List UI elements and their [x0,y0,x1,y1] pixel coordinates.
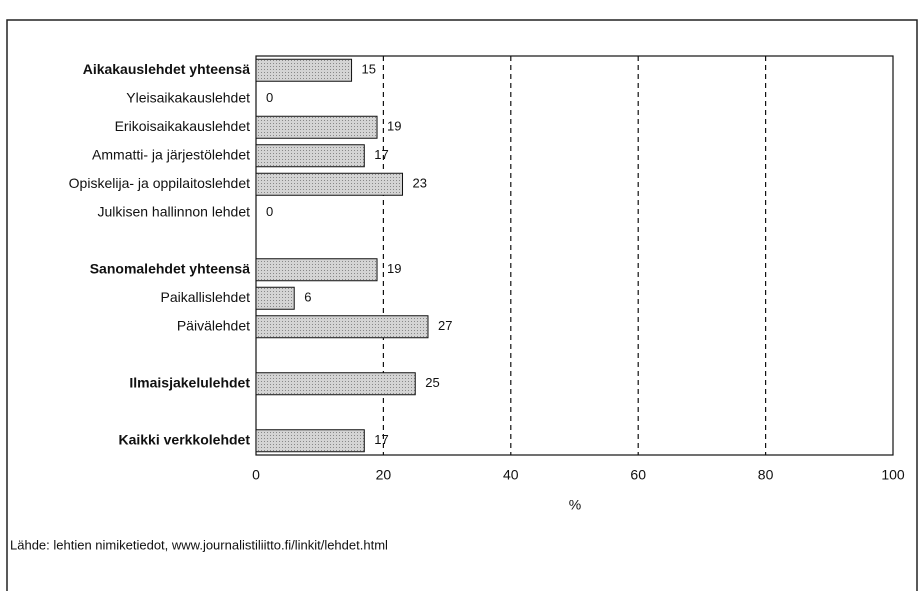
x-tick-label: 60 [630,467,646,483]
x-tick-label: 20 [376,467,392,483]
y-tick-label: Ilmaisjakelulehdet [129,374,250,390]
bar [255,315,429,339]
y-tick-label: Ammatti- ja järjestölehdet [92,146,250,162]
plot-area [255,55,894,456]
y-tick-label: Aikakauslehdet yhteensä [83,61,251,77]
bar [255,286,295,310]
y-tick-label: Kaikki verkkolehdet [118,431,250,447]
value-label: 25 [425,375,439,390]
y-tick-label: Sanomalehdet yhteensä [90,260,250,276]
y-tick-label: Yleisaikakauslehdet [126,89,250,105]
value-label: 19 [387,261,401,276]
value-label: 0 [266,204,273,219]
y-tick-label: Julkisen hallinnon lehdet [97,203,250,219]
value-label: 27 [438,318,452,333]
value-label: 15 [362,62,376,77]
y-tick-label: Päivälehdet [177,317,250,333]
value-label: 17 [374,147,388,162]
value-label: 19 [387,119,401,134]
x-axis-label: % [569,497,581,513]
y-tick-label: Paikallislehdet [161,289,251,305]
bar [255,372,416,396]
bar [255,58,353,82]
bar [255,429,365,453]
y-tick-label: Opiskelija- ja oppilaitoslehdet [69,175,250,191]
bar [255,115,378,139]
bar [255,144,365,168]
value-label: 0 [266,90,273,105]
source: Lähde: lehtien nimiketiedot, www.journal… [10,537,388,552]
x-tick-label: 40 [503,467,519,483]
value-label: 23 [413,176,427,191]
frame [6,19,918,591]
x-tick-label: 80 [758,467,774,483]
x-tick-label: 100 [881,467,905,483]
bar [255,172,404,196]
value-label: 6 [304,290,311,305]
y-tick-label: Erikoisaikakauslehdet [115,118,251,134]
bar [255,258,378,282]
x-tick-label: 0 [252,467,260,483]
value-label: 17 [374,432,388,447]
